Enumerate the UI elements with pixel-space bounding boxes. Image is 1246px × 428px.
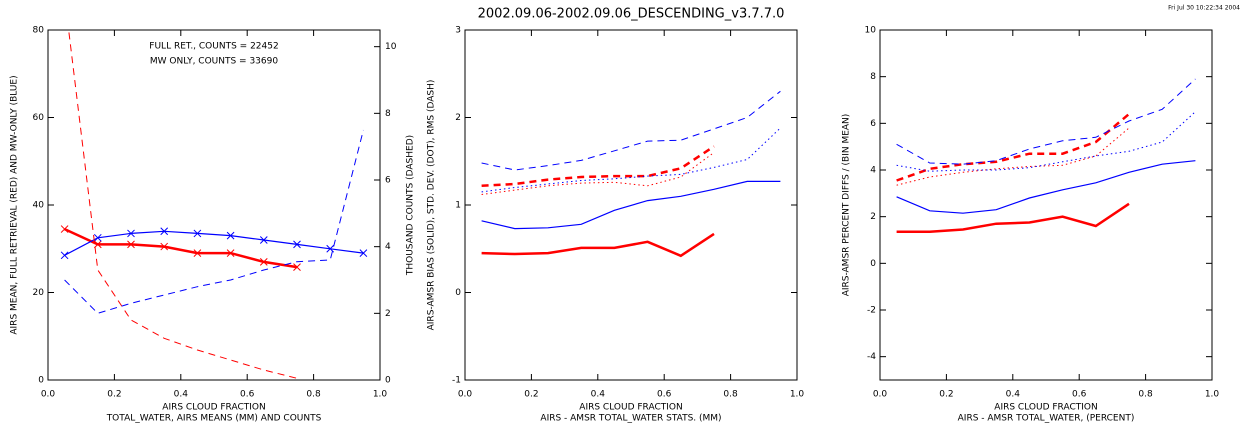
x-axis-caption: AIRS - AMSR TOTAL_WATER STATS. (MM)	[540, 414, 721, 424]
x-tick-label: 0.2	[939, 390, 953, 400]
x-tick-label: 0.6	[657, 390, 672, 400]
series-line	[896, 127, 1130, 186]
y-tick-label: 10	[865, 26, 877, 36]
legend-text: FULL RET., COUNTS = 22452	[149, 42, 278, 52]
point-marker	[160, 227, 169, 236]
point-marker	[60, 225, 69, 233]
series-line	[896, 160, 1196, 214]
y-tick-label: 80	[33, 26, 45, 36]
x-tick-label: 0.8	[306, 390, 321, 400]
point-marker	[359, 249, 368, 257]
y-tick-label: 40	[33, 201, 45, 211]
y-tick-label: 0	[870, 259, 876, 269]
x-tick-label: 0.8	[723, 390, 738, 400]
y-tick-label: 0	[38, 376, 44, 386]
y-tick-label: -4	[867, 352, 876, 362]
series-line	[68, 30, 298, 379]
x-tick-label: 0.0	[458, 390, 473, 400]
y-tick-label: 20	[33, 288, 45, 298]
x-axis-label: AIRS CLOUD FRACTION	[994, 403, 1097, 413]
y2-axis-label: THOUSAND COUNTS (DASHED)	[406, 135, 416, 276]
x-tick-label: 0.4	[591, 390, 606, 400]
y2-tick-label: 10	[385, 42, 397, 52]
plot-area	[481, 90, 781, 258]
point-marker	[193, 249, 202, 257]
point-marker	[293, 263, 301, 271]
y-axis-label: AIRS-AMSR PERCENT DIFFS / (BIN MEAN)	[842, 114, 852, 297]
chart-title: 2002.09.06-2002.09.06_DESCENDING_v3.7.7.…	[478, 7, 785, 22]
series-line	[481, 90, 781, 171]
x-tick-label: 0.4	[174, 390, 189, 400]
point-marker	[226, 249, 235, 257]
series-line	[481, 180, 781, 230]
series-line	[481, 232, 715, 258]
timestamp: Fri Jul 30 10:22:34 2004	[1168, 5, 1240, 12]
panel: 0.0 0.2 0.4 0.6 0.8 1.0 -4 -2 0 2 4 6 8 10 Fri Jul 30 …	[842, 5, 1241, 424]
panel: 0.0 0.2 0.4 0.6 0.8 1.0 -1 0 1 2 3 2002.09.06-2002.…	[427, 7, 805, 424]
y-tick-label: 6	[870, 119, 876, 129]
point-marker	[259, 236, 268, 244]
y-tick-label: -2	[867, 306, 876, 316]
series-line	[896, 202, 1130, 234]
x-tick-label: 0.8	[1138, 390, 1153, 400]
series-line	[896, 113, 1130, 182]
y-tick-label: -1	[452, 376, 461, 386]
y2-tick-label: 0	[385, 376, 391, 386]
point-marker	[293, 240, 301, 249]
series-line	[64, 129, 364, 314]
series-line	[896, 78, 1196, 165]
x-axis-label: AIRS CLOUD FRACTION	[162, 403, 265, 413]
x-tick-label: 1.0	[373, 390, 388, 400]
legend-text: MW ONLY, COUNTS = 33690	[150, 57, 278, 67]
x-tick-label: 0.6	[240, 390, 255, 400]
y-axis-label: AIRS MEAN, FULL RETRIEVAL (RED) AND MW-O…	[10, 75, 20, 334]
panel: 0.0 0.2 0.4 0.6 0.8 1.0 0 20 40 60 80 0 2 4 6 8 10 AIRS C…	[10, 26, 416, 424]
plot-area	[60, 30, 368, 379]
point-marker	[60, 251, 69, 260]
y2-tick-label: 2	[385, 309, 391, 319]
point-marker	[193, 229, 202, 238]
point-marker	[127, 240, 135, 249]
y2-tick-label: 4	[385, 242, 391, 252]
point-marker	[259, 258, 268, 266]
y-axis-label: AIRS-AMSR BIAS (SOLID), STD. DEV. (DOT),…	[427, 80, 437, 331]
y2-tick-label: 6	[385, 176, 391, 186]
y-tick-label: 8	[870, 72, 876, 82]
y-tick-label: 60	[33, 113, 45, 123]
series-line	[896, 111, 1196, 172]
series-line	[481, 127, 781, 193]
series-line	[481, 145, 715, 188]
plot-frame	[879, 29, 1213, 381]
point-marker	[93, 233, 102, 242]
y-tick-label: 2	[870, 212, 876, 222]
y-tick-label: 2	[455, 113, 461, 123]
point-marker	[160, 242, 169, 251]
point-marker	[93, 240, 102, 249]
x-tick-label: 0.6	[1072, 390, 1087, 400]
series-line	[64, 230, 364, 256]
y-tick-label: 4	[870, 166, 876, 176]
x-tick-label: 1.0	[1205, 390, 1220, 400]
x-tick-label: 0.0	[41, 390, 56, 400]
x-axis-caption: TOTAL_WATER, AIRS MEANS (MM) AND COUNTS	[106, 414, 322, 424]
x-tick-label: 0.2	[524, 390, 538, 400]
point-marker	[326, 244, 335, 253]
plot-frame	[47, 29, 381, 381]
x-axis-label: AIRS CLOUD FRACTION	[579, 403, 682, 413]
plot-area	[896, 78, 1196, 234]
y2-tick-label: 8	[385, 109, 391, 119]
series-line	[481, 152, 715, 195]
x-tick-label: 0.4	[1006, 390, 1021, 400]
point-marker	[127, 229, 135, 238]
x-tick-label: 0.2	[107, 390, 121, 400]
y-tick-label: 1	[455, 201, 461, 211]
point-marker	[226, 231, 235, 240]
y-tick-label: 0	[455, 288, 461, 298]
series-line	[64, 227, 298, 269]
x-tick-label: 0.0	[873, 390, 888, 400]
x-tick-label: 1.0	[790, 390, 805, 400]
y-tick-label: 3	[455, 26, 461, 36]
x-axis-caption: AIRS - AMSR TOTAL_WATER, (PERCENT)	[958, 414, 1135, 424]
